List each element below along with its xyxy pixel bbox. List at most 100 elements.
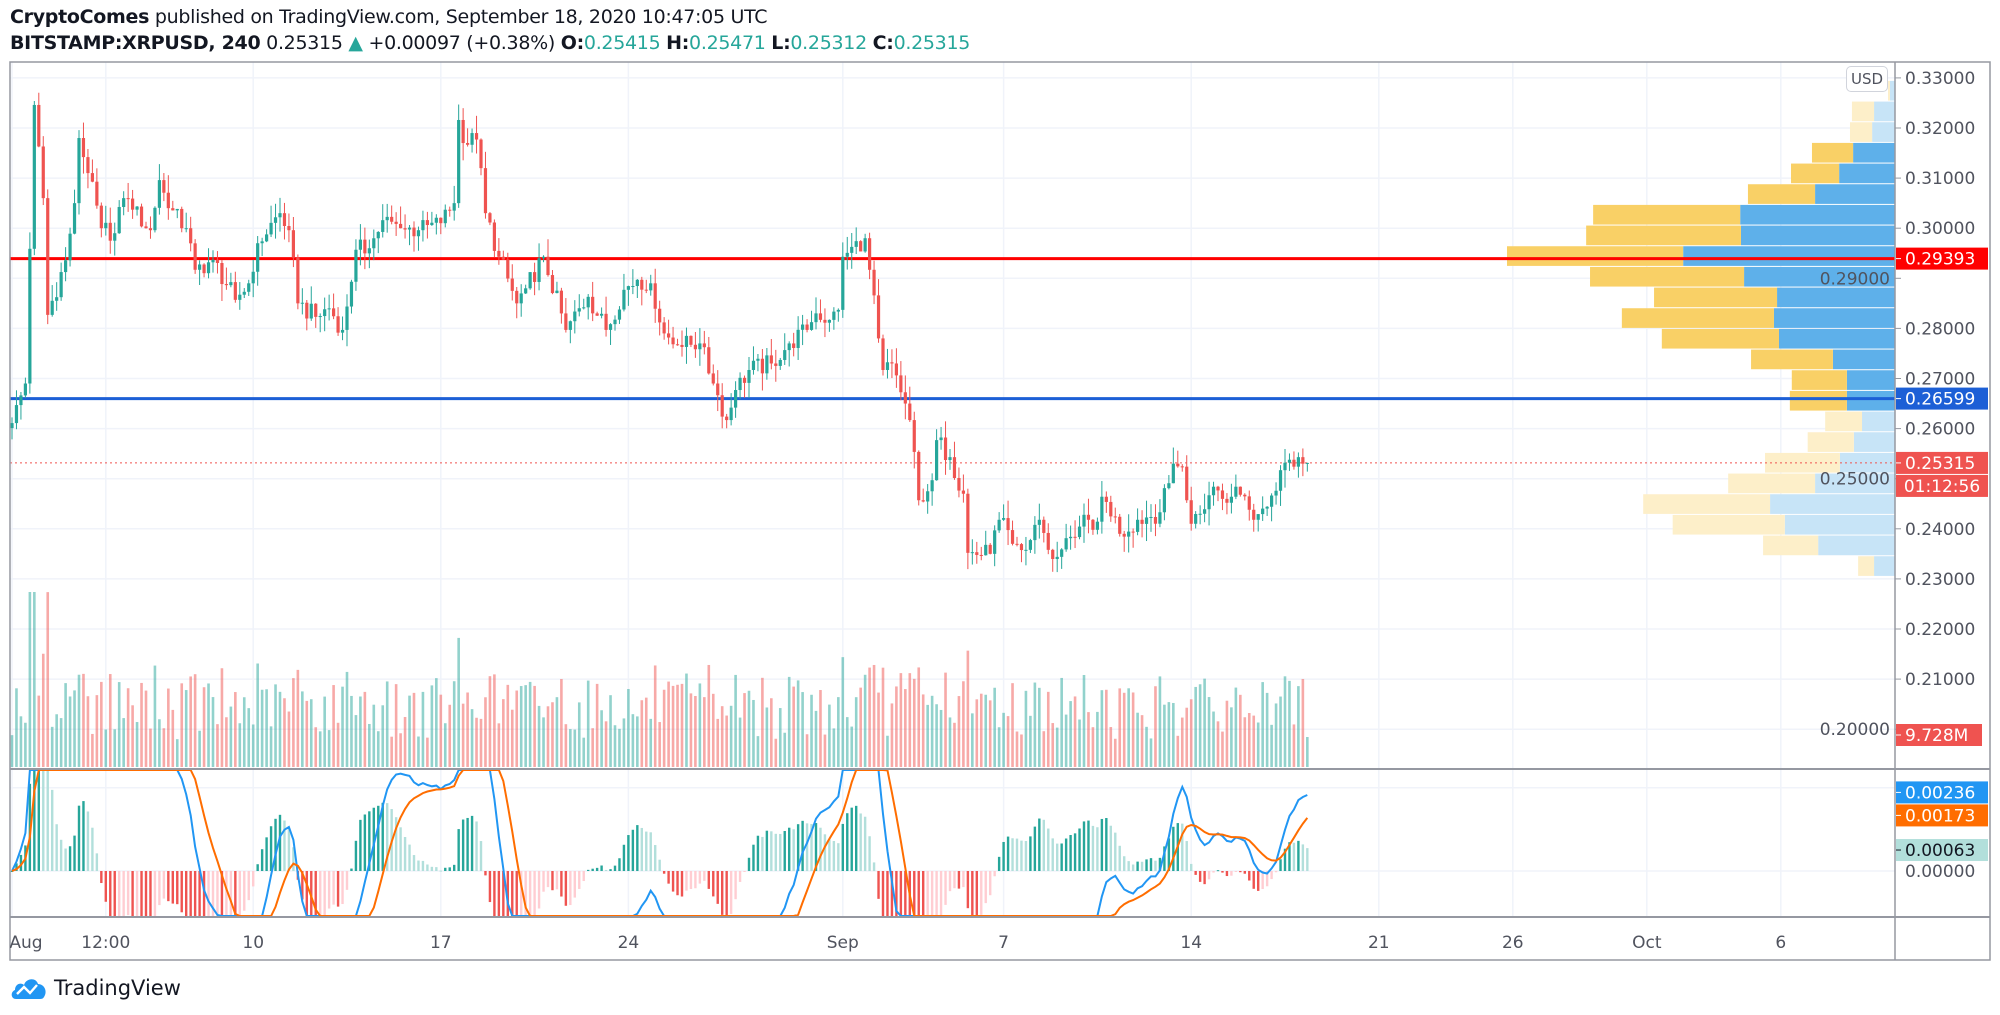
macd-histogram-bar <box>828 839 831 871</box>
price-axis[interactable]: 0.33000 0.32000 0.31000 0.30000 0.29000 0.280… <box>1820 69 1976 882</box>
candle-body <box>970 552 974 554</box>
candle-body <box>305 302 309 319</box>
price-tick-label: 0.21000 <box>1905 670 1975 690</box>
volume-bar <box>104 729 108 767</box>
time-axis[interactable]: Aug 12:00 10 17 24 Sep 7 14 21 26 Oct 6 <box>9 933 1786 953</box>
price-change: +0.00097 (+0.38%) <box>368 32 555 54</box>
volume-bar <box>685 673 688 767</box>
symbol-name[interactable]: BITSTAMP:XRPUSD, 240 <box>10 32 261 54</box>
candle-body <box>921 500 925 502</box>
author-name[interactable]: CryptoComes <box>10 6 150 28</box>
macd-histogram-bar <box>533 871 536 916</box>
up-arrow-icon: ▲ <box>348 32 363 54</box>
low-value: 0.25312 <box>790 32 867 54</box>
macd-histogram-bar <box>604 869 608 871</box>
volume-bar <box>466 692 469 767</box>
macd-histogram-bar <box>497 871 501 916</box>
volume-bar <box>426 737 429 767</box>
volume-profile-up-bar <box>1846 370 1895 390</box>
price-tick-label: 0.22000 <box>1905 620 1975 640</box>
candle-body <box>59 272 63 298</box>
candle-body <box>1292 459 1296 467</box>
volume-bar <box>211 697 215 767</box>
volume-bar <box>810 694 813 767</box>
macd-histogram-bar <box>86 811 90 871</box>
candle-body <box>957 477 961 491</box>
candle-body <box>162 180 166 193</box>
candle-body <box>850 246 854 253</box>
macd-histogram-bar <box>935 871 938 916</box>
volume-bar <box>519 686 523 767</box>
macd-histogram-bar <box>1131 864 1135 871</box>
candle-body <box>667 333 671 338</box>
candle-body <box>635 279 639 287</box>
volume-bar <box>1006 716 1010 767</box>
open-label: O: <box>560 32 584 54</box>
volume-bar <box>953 722 956 767</box>
macd-histogram-bar <box>113 871 116 916</box>
macd-histogram-bar <box>1297 840 1300 871</box>
volume-bar <box>162 728 166 767</box>
horizontal-lines[interactable] <box>10 257 1895 464</box>
volume-bar <box>126 688 130 767</box>
volume-bar <box>113 729 117 767</box>
volume-bar <box>787 676 791 767</box>
axis-badges: 0.29393 0.26599 0.25315 01:12:56 9.728M 0.002… <box>1896 247 1988 862</box>
macd-histogram-bar <box>368 811 371 871</box>
histogram-value-badge-background <box>1896 839 1988 862</box>
candle-body <box>814 313 818 323</box>
macd-histogram-bar <box>801 820 804 871</box>
volume-bar <box>680 683 684 767</box>
macd-histogram-bar <box>1087 820 1090 871</box>
candle-body <box>104 222 108 229</box>
candle-body <box>1243 494 1247 497</box>
macd-histogram-bar <box>587 869 590 871</box>
volume-bar <box>435 678 438 767</box>
macd-histogram-bar <box>837 843 840 871</box>
volume-bar <box>412 692 416 767</box>
volume-bar <box>1136 712 1139 767</box>
currency-button[interactable]: USD <box>1846 66 1888 92</box>
macd-histogram-bar <box>332 871 335 905</box>
volume-bar <box>1180 717 1184 767</box>
volume-bar <box>175 739 179 767</box>
macd-histogram-bar <box>68 846 72 871</box>
macd-histogram-bar <box>466 817 469 871</box>
macd-histogram-bar <box>1078 828 1081 871</box>
candle-body <box>180 208 184 229</box>
macd-histogram-bar <box>743 871 746 872</box>
volume-bar <box>457 637 460 767</box>
macd-histogram-bar <box>104 871 107 902</box>
macd-histogram-bar <box>640 827 643 871</box>
volume-bar <box>1140 715 1144 767</box>
candle-body <box>1153 516 1158 524</box>
candle-body <box>28 248 32 384</box>
macd-histogram-bar <box>189 871 192 916</box>
candle-body <box>1265 506 1269 509</box>
volume-bar <box>225 717 228 767</box>
candle-body <box>823 319 827 323</box>
macd-value-badge: 0.00236 <box>1905 783 1975 803</box>
macd-histogram-bar <box>783 830 786 871</box>
candle-body <box>1149 516 1153 518</box>
candle-body <box>720 395 724 417</box>
candle-body <box>930 480 934 492</box>
candle-body <box>966 493 970 553</box>
publish-info: CryptoComes published on TradingView.com… <box>10 6 768 28</box>
candle-body <box>809 322 814 330</box>
volume-bar <box>82 673 85 767</box>
macd-histogram-bar <box>1069 834 1072 871</box>
volume-profile-up-bar <box>1839 163 1895 184</box>
volume-bar <box>207 683 210 767</box>
macd-histogram-bar <box>408 844 411 871</box>
candle-body <box>483 168 488 214</box>
macd-histogram-bar <box>1301 844 1305 871</box>
candle-body <box>751 360 756 370</box>
candle-body <box>689 335 693 345</box>
volume-bar <box>591 728 594 767</box>
macd-histogram-bar <box>707 871 710 889</box>
macd-histogram-bar <box>171 871 174 904</box>
tradingview-brand[interactable]: TradingView <box>10 975 181 1001</box>
candle-body <box>358 239 362 250</box>
